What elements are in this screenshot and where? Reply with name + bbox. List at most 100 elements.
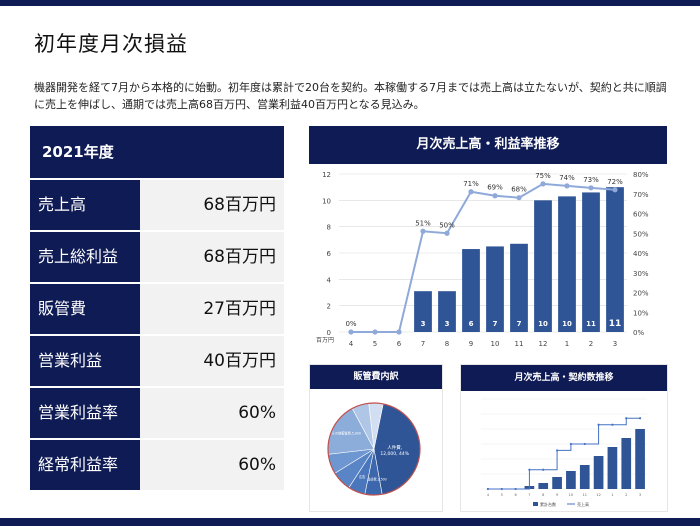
sales-point: [486, 487, 490, 491]
sales-point: [625, 417, 628, 420]
line-data-label: 71%: [463, 180, 479, 188]
line-data-label: 73%: [583, 176, 599, 184]
sales-point: [597, 423, 600, 426]
x-tick-label: 9: [556, 493, 558, 497]
kpi-value: 40百万円: [140, 336, 284, 386]
y2-tick-label: 80%: [633, 171, 649, 179]
y2-tick-label: 30%: [633, 270, 649, 278]
pie-slice-label: 12,000, 44%: [380, 451, 409, 457]
bar: [538, 483, 549, 489]
margin-point: [588, 185, 594, 191]
bar: [635, 429, 645, 489]
y-unit-label: 百万円: [316, 337, 334, 344]
kpi-value: 60%: [140, 388, 284, 438]
bar-data-label: 11: [586, 320, 596, 328]
sales-point: [638, 417, 642, 420]
x-tick-label: 9: [469, 340, 473, 348]
pie-slice-label: 広告: [359, 474, 365, 479]
y-tick-label: 0: [327, 329, 331, 337]
bar: [534, 200, 552, 332]
y-tick-label: 2: [327, 303, 331, 311]
pie-outline: [327, 402, 421, 496]
margin-point: [348, 329, 354, 335]
kpi-value: 60%: [140, 440, 284, 490]
x-tick-label: 4: [487, 493, 490, 497]
bar: [486, 246, 504, 332]
bar: [607, 447, 618, 489]
margin-point: [372, 329, 378, 335]
sales-point: [500, 487, 503, 491]
bar: [566, 471, 576, 489]
page-title: 初年度月次損益: [34, 32, 188, 56]
bar: [606, 187, 624, 332]
margin-point: [564, 183, 570, 189]
kpi-label: 経常利益率: [30, 440, 140, 490]
x-tick-label: 4: [349, 340, 354, 348]
y-tick-label: 6: [327, 250, 332, 258]
kpi-label: 営業利益率: [30, 388, 140, 438]
line-data-label: 50%: [439, 221, 455, 229]
x-tick-label: 7: [421, 340, 425, 348]
margin-point: [444, 230, 450, 236]
x-tick-label: 10: [569, 493, 573, 497]
x-tick-label: 3: [613, 340, 617, 348]
sales-point: [583, 442, 586, 446]
x-tick-label: 2: [589, 340, 593, 348]
margin-point: [420, 228, 426, 234]
kpi-label: 販管費: [30, 284, 140, 334]
kpi-row-operating-profit: 営業利益 40百万円: [30, 334, 284, 386]
bar-data-label: 10: [562, 320, 572, 328]
x-tick-label: 2: [625, 493, 627, 497]
kpi-table: 2021年度 売上高 68百万円 売上総利益 68百万円 販管費 27百万円 営…: [30, 126, 284, 490]
legend-swatch: [533, 502, 538, 506]
sales-point: [542, 468, 545, 471]
y-tick-label: 8: [327, 224, 331, 232]
line-data-label: 51%: [415, 219, 431, 227]
x-tick-label: 8: [445, 340, 449, 348]
bar-data-label: 7: [493, 320, 498, 328]
sales-line: [487, 417, 641, 490]
pie-slice-label: 減価償却費,1,500: [361, 476, 387, 481]
bar: [438, 291, 456, 332]
kpi-row-ordinary-margin: 経常利益率 60%: [30, 438, 284, 490]
margin-point: [540, 181, 546, 187]
line-data-label: 75%: [535, 172, 551, 180]
kpi-value: 68百万円: [140, 232, 284, 282]
bar: [582, 192, 600, 332]
bar: [462, 249, 480, 332]
margin-point: [468, 189, 474, 195]
x-tick-label: 6: [397, 340, 402, 348]
line-data-label: 68%: [511, 186, 527, 194]
x-tick-label: 5: [373, 340, 377, 348]
chart-title: 月次売上高・利益率推移: [309, 126, 667, 164]
margin-point: [516, 195, 522, 201]
x-tick-label: 1: [611, 493, 613, 497]
chart-title: 月次売上高・契約数推移: [461, 365, 667, 391]
pie-slice-label: 人件費,: [387, 444, 402, 451]
y2-tick-label: 10%: [633, 309, 649, 317]
monthly-sales-margin-chart: 月次売上高・利益率推移 0 2 4 6 8 10 12 百万円 0% 10% 20% 30% 40% 50…: [309, 126, 667, 352]
legend-label: 売上高: [577, 501, 589, 507]
page-description: 機器開発を経て7月から本格的に始動。初年度は累計で20台を契約。本稼働する7月ま…: [34, 81, 667, 111]
bar: [593, 456, 604, 489]
bar: [510, 243, 528, 332]
kpi-label: 営業利益: [30, 336, 140, 386]
x-tick-label: 3: [639, 493, 641, 497]
margin-point: [612, 187, 618, 193]
y2-tick-label: 70%: [633, 191, 649, 199]
bar: [552, 477, 562, 489]
kpi-row-operating-margin: 営業利益率 60%: [30, 386, 284, 438]
bar-data-label: 6: [469, 320, 474, 328]
margin-point: [492, 193, 498, 199]
sales-point: [528, 468, 531, 471]
bar-data-label: 11: [609, 319, 622, 329]
pie-slice-label: その他販管費,5,000: [332, 430, 361, 435]
kpi-label: 売上高: [30, 180, 140, 230]
y2-tick-label: 50%: [633, 230, 649, 238]
top-accent-bar: [0, 0, 700, 6]
y-tick-label: 10: [322, 197, 331, 205]
sales-point: [514, 487, 517, 491]
